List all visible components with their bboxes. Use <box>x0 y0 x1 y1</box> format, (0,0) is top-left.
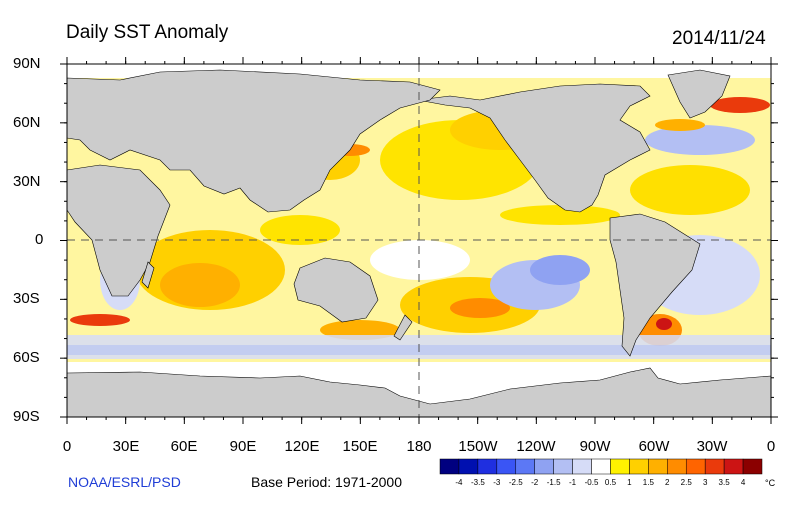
greenland <box>667 69 731 119</box>
colorbar-tick-label: -2 <box>531 478 539 487</box>
eurasia <box>67 69 441 213</box>
lon-label-60w: 60W <box>638 438 670 455</box>
base-period-text: Base Period: 1971-2000 <box>251 474 402 490</box>
colorbar-tick-label: 3 <box>702 478 708 487</box>
colorbar-swatch <box>685 458 706 475</box>
sst-anomaly-map <box>60 57 778 424</box>
lon-label-150e: 150E <box>342 438 378 455</box>
colorbar-swatch <box>534 458 554 475</box>
colorbar-swatch <box>629 458 649 475</box>
lat-label-eq: 0 <box>35 231 44 248</box>
colorbar-swatch <box>458 458 479 475</box>
colorbar-tick-label: -0.5 <box>584 478 599 487</box>
north-america <box>417 83 651 213</box>
colorbar-swatch <box>477 458 498 475</box>
colorbar-swatch <box>591 458 611 475</box>
colorbar-swatch <box>723 458 744 475</box>
colorbar-swatch <box>572 458 592 475</box>
lon-label-180: 180 <box>406 438 432 455</box>
colorbar-tick-label: -1.5 <box>546 478 561 487</box>
lon-label-0: 0 <box>62 438 72 455</box>
new-zealand <box>393 314 413 341</box>
colorbar-swatch <box>667 458 687 475</box>
lat-label-60s: 60S <box>13 349 40 366</box>
colorbar-tick-label: -3.5 <box>470 478 485 487</box>
colorbar-swatch <box>704 458 725 475</box>
lon-label-60e: 60E <box>170 438 198 455</box>
lon-label-30e: 30E <box>112 438 140 455</box>
colorbar-tick-label: 0.5 <box>604 478 617 487</box>
credit-text: NOAA/ESRL/PSD <box>68 474 181 490</box>
africa <box>67 164 171 297</box>
colorbar-swatch <box>742 458 763 475</box>
lon-label-120e: 120E <box>284 438 320 455</box>
colorbar-swatch <box>610 458 630 475</box>
australia <box>293 257 379 323</box>
colorbar-swatch <box>648 458 668 475</box>
lat-label-90n: 90N <box>13 55 41 72</box>
colorbar-tick-label: 2.5 <box>680 478 692 487</box>
colorbar-swatch <box>553 458 573 475</box>
colorbar-tick-label: -2.5 <box>508 478 523 487</box>
lon-label-90e: 90E <box>229 438 257 455</box>
madagascar <box>141 261 155 289</box>
colorbar-tick-label: 4 <box>740 478 746 487</box>
lat-label-60n: 60N <box>13 114 41 131</box>
map-date: 2014/11/24 <box>672 28 766 49</box>
colorbar-tick-label: 1.5 <box>642 478 654 487</box>
colorbar-swatch <box>515 458 535 475</box>
map-title: Daily SST Anomaly <box>66 22 229 43</box>
colorbar-tick-label: -4 <box>455 478 463 487</box>
antarctica <box>67 367 771 417</box>
colorbar-unit: °C <box>765 478 776 488</box>
lon-label-120w: 120W <box>516 438 556 455</box>
lon-label-90w: 90W <box>579 438 611 455</box>
axis-ticks <box>60 57 778 424</box>
lat-label-30s: 30S <box>13 290 40 307</box>
lat-label-90s: 90S <box>13 408 40 425</box>
lon-label-30w: 30W <box>696 438 728 455</box>
lon-label-150w: 150W <box>458 438 498 455</box>
lon-label-0-east: 0 <box>766 438 776 455</box>
colorbar-tick-label: -1 <box>569 478 577 487</box>
south-america <box>609 213 701 357</box>
colorbar-tick-label: 2 <box>665 478 670 487</box>
colorbar-tick-label: -3 <box>493 478 501 487</box>
lat-label-30n: 30N <box>13 173 41 190</box>
colorbar-swatch <box>496 458 517 475</box>
colorbar-swatch <box>439 458 460 475</box>
colorbar-tick-label: 3.5 <box>718 478 730 487</box>
colorbar-tick-label: 1 <box>627 478 632 487</box>
